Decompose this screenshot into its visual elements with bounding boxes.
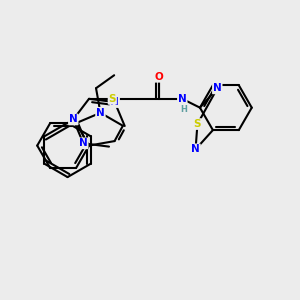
Text: N: N [79,138,88,148]
Text: H: H [180,105,187,114]
Text: S: S [194,119,201,129]
Text: N: N [178,94,187,104]
Text: N: N [96,108,105,118]
Text: N: N [191,144,200,154]
Text: N: N [213,83,222,93]
Text: N: N [69,114,78,124]
Text: N: N [110,97,119,107]
Text: O: O [154,72,163,82]
Text: S: S [109,94,116,104]
